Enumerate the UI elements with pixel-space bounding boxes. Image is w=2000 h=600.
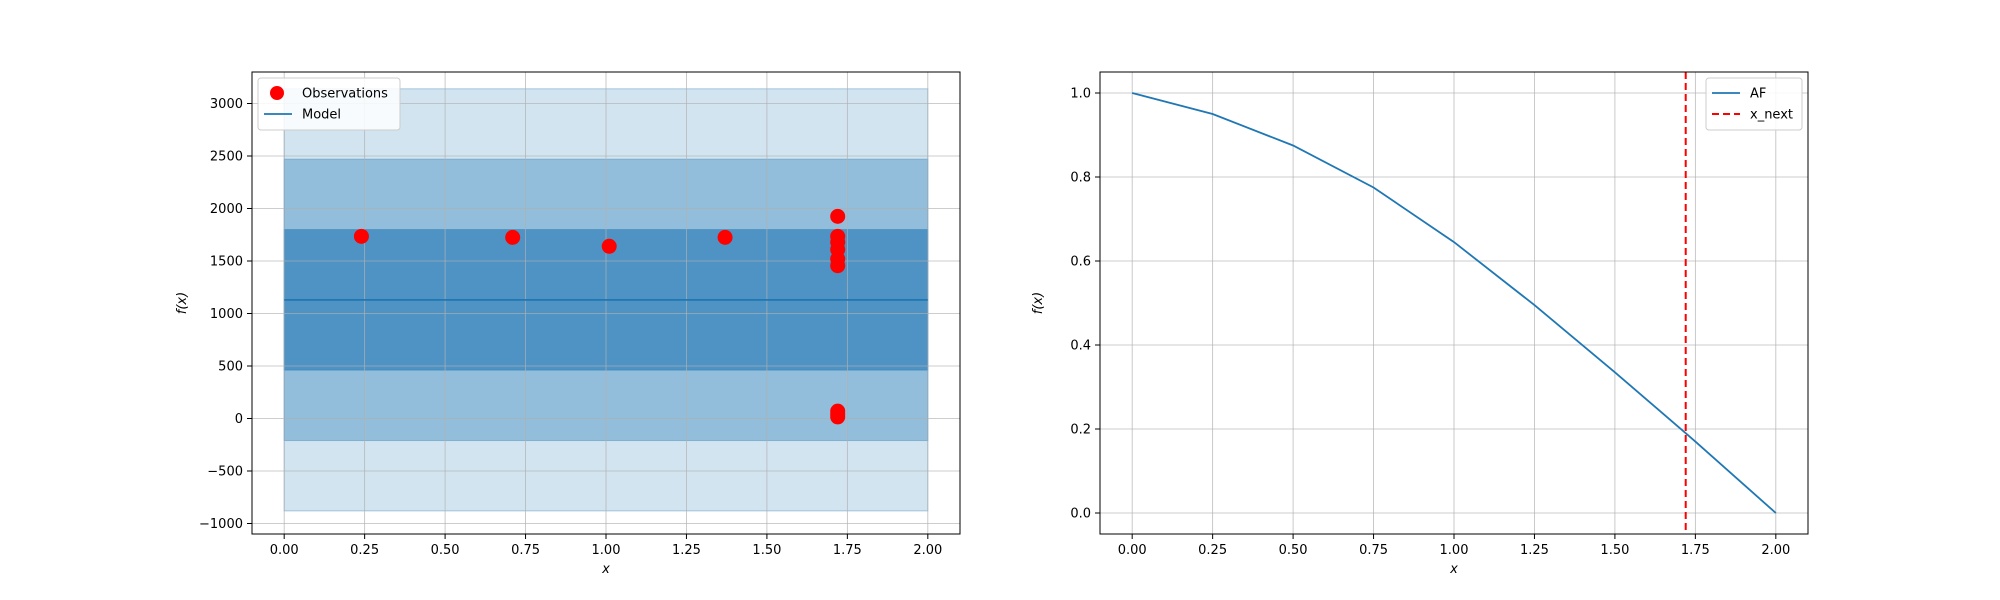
legend-label-x-next: x_next [1750,108,1793,123]
x-tick-label: 0.50 [1279,543,1308,558]
y-tick-label: 0.4 [1070,339,1091,354]
legend-label-observations: Observations [302,87,388,102]
y-tick-label: 1000 [210,307,243,322]
x-tick-label: 0.50 [431,543,460,558]
y-tick-label: −500 [207,465,243,480]
y-tick-label: 0 [235,412,243,427]
y-axis-label: f(x) [175,292,190,314]
observation-point [505,229,521,245]
legend-box [257,77,401,131]
observation-point [830,409,846,425]
observation-point [353,228,369,244]
x-axis-label: x [1449,562,1458,577]
y-tick-label: 2500 [210,150,243,165]
y-tick-label: −1000 [199,517,243,532]
observation-point [717,229,733,245]
x-tick-label: 1.75 [833,543,862,558]
y-axis-label: f(x) [1031,292,1046,314]
legend-marker-observations [270,86,284,100]
legend: AF x_next [1705,77,1803,131]
x-tick-label: 2.00 [913,543,942,558]
x-tick-label: 0.25 [1198,543,1227,558]
series-line-af [1131,92,1777,514]
y-tick-label: 0.0 [1070,507,1091,522]
legend-label-af: AF [1750,87,1766,102]
y-tick-label: 3000 [210,97,243,112]
x-tick-label: 2.00 [1761,543,1790,558]
x-tick-label: 0.00 [270,543,299,558]
legend: Observations Model [257,77,401,131]
x-tick-label: 0.00 [1118,543,1147,558]
chart-1: 0.00 0.25 0.50 0.75 1.00 1.25 1.50 1.75 2.00 −100… [175,71,961,577]
x-tick-label: 1.00 [1440,543,1469,558]
legend-label-model: Model [302,108,341,123]
observation-point [601,238,617,254]
x-tick-label: 1.00 [592,543,621,558]
y-tick-label: 500 [218,360,243,375]
y-tick-label: 0.6 [1070,255,1091,270]
x-tick-label: 1.25 [1520,543,1549,558]
x-tick-label: 0.25 [350,543,379,558]
y-tick-label: 2000 [210,202,243,217]
y-tick-label: 1.0 [1070,87,1091,102]
x-tick-label: 1.50 [752,543,781,558]
y-tick-label: 1500 [210,255,243,270]
x-tick-label: 1.25 [672,543,701,558]
observation-point [830,208,846,224]
observation-point [830,258,846,274]
chart-2: 0.00 0.25 0.50 0.75 1.00 1.25 1.50 1.75 2.00 0.0 0… [1031,71,1809,577]
x-tick-label: 0.75 [511,543,540,558]
y-tick-label: 0.2 [1070,423,1091,438]
y-tick-label: 0.8 [1070,171,1091,186]
legend-box [1705,77,1803,131]
x-tick-label: 1.75 [1681,543,1710,558]
x-axis-label: x [601,562,610,577]
x-tick-label: 1.50 [1600,543,1629,558]
x-tick-label: 0.75 [1359,543,1388,558]
